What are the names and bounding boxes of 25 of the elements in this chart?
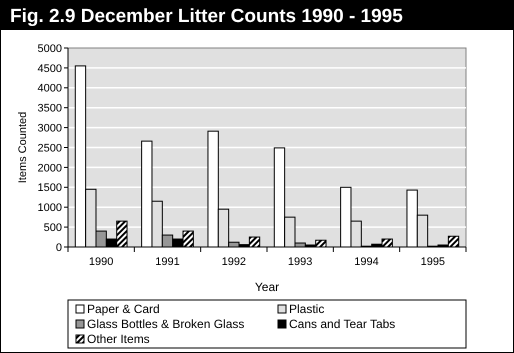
chart-title: Fig. 2.9 December Litter Counts 1990 - 1995 [10,6,404,27]
y-tick-label: 1000 [38,202,62,214]
y-tick-label: 2500 [38,142,62,154]
y-tick-label: 500 [44,222,62,234]
x-tick-label: 1993 [288,256,312,268]
x-tick-label: 1991 [155,256,180,268]
x-tick-label: 1994 [354,256,379,268]
y-tick-label: 3500 [38,102,62,115]
x-tick-label: 1990 [88,256,114,268]
x-axis-title: Year [254,280,280,294]
legend-label: Paper & Card [87,302,160,316]
y-tick-label: 1500 [38,182,62,194]
y-axis-title: Items Counted [17,112,29,184]
y-tick-label: 4500 [38,62,62,75]
x-tick-label: 1995 [420,256,446,268]
y-tick-label: 4000 [38,82,62,95]
legend-label: Other Items [87,332,150,346]
y-tick-label: 0 [56,242,62,254]
legend-label: Glass Bottles & Broken Glass [87,317,244,331]
legend-label: Cans and Tear Tabs [289,317,396,331]
y-tick-label: 5000 [38,42,62,55]
legend-label: Plastic [289,302,324,316]
y-tick-label: 2000 [38,162,62,174]
y-tick-label: 3000 [38,122,62,134]
x-tick-label: 1992 [222,256,246,268]
